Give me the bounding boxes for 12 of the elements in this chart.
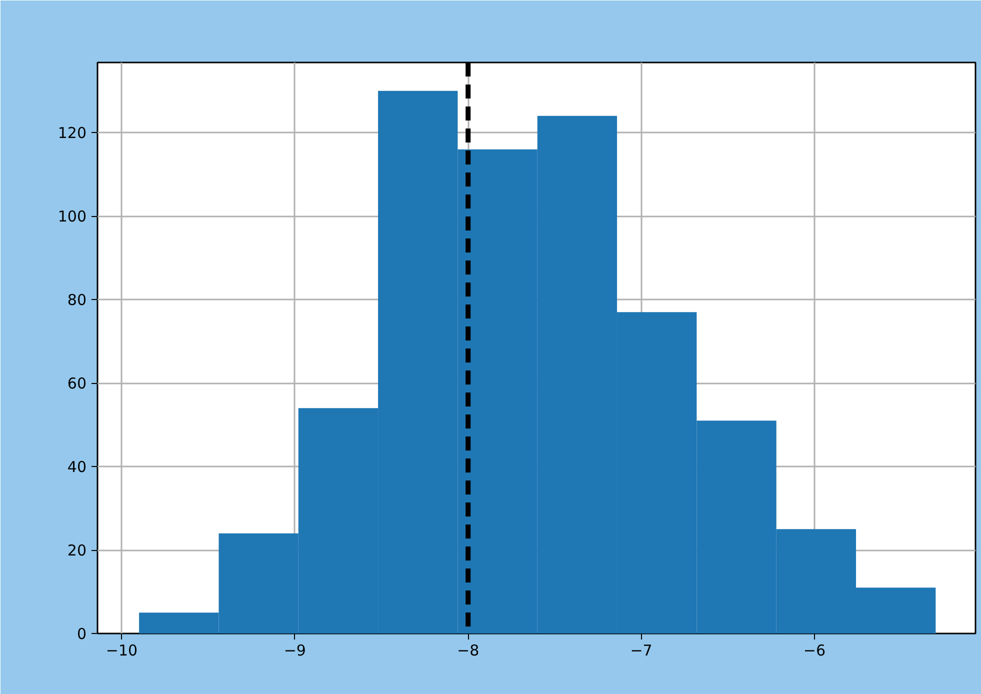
y-tick-label: 20 bbox=[67, 542, 87, 560]
x-tick-label: −8 bbox=[457, 642, 480, 660]
y-tick-label: 60 bbox=[67, 374, 87, 393]
y-tick-label: 80 bbox=[67, 291, 87, 310]
x-tick-label: −7 bbox=[630, 642, 652, 660]
y-tick-label: 120 bbox=[58, 124, 87, 142]
y-tick-label: 40 bbox=[67, 458, 87, 476]
x-tick-label: −6 bbox=[803, 642, 826, 660]
y-tick-label: 100 bbox=[58, 208, 87, 226]
y-tick-label: 0 bbox=[76, 625, 87, 643]
x-tick-label: −9 bbox=[284, 642, 306, 660]
x-tick-label: −10 bbox=[106, 642, 138, 660]
